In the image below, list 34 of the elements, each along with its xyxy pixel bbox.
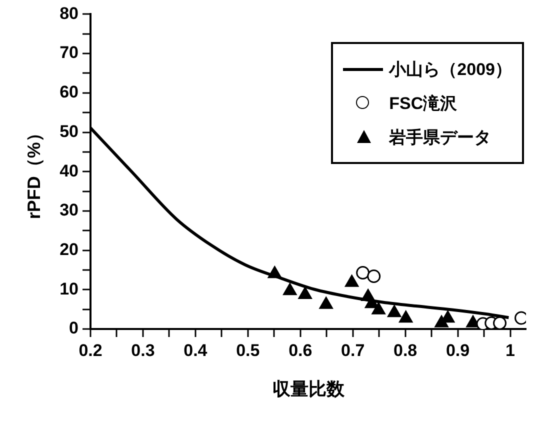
x-tick-label: 0.4	[184, 340, 208, 360]
x-tick-label: 0.3	[131, 340, 155, 360]
legend-label: 小山ら（2009）	[389, 58, 512, 81]
y-axis-title: rPFD（%）	[24, 124, 44, 220]
y-tick-label: 30	[60, 200, 79, 220]
point	[298, 287, 312, 300]
legend-label: 岩手県データ	[389, 126, 492, 149]
point	[319, 296, 333, 309]
point	[268, 266, 282, 278]
x-axis-title: 収量比数	[272, 379, 346, 400]
point	[399, 310, 413, 323]
y-tick-label: 60	[60, 82, 79, 102]
x-tick-label: 0.8	[394, 340, 418, 360]
x-tick-label: 0.2	[78, 340, 102, 360]
y-tick-label: 80	[60, 4, 79, 23]
point	[356, 266, 370, 280]
point	[372, 302, 386, 314]
point	[493, 316, 507, 329]
y-tick-label: 0	[69, 318, 79, 338]
x-tick-label: 0.9	[446, 340, 470, 360]
y-tick-label: 20	[60, 240, 79, 259]
y-tick-label: 50	[60, 122, 79, 141]
y-tick-label: 10	[60, 279, 79, 298]
x-tick-label: 0.5	[236, 340, 260, 360]
y-tick-label: 70	[60, 43, 79, 62]
x-tick-label: 0.6	[288, 340, 312, 360]
point	[344, 274, 359, 287]
point	[283, 283, 297, 296]
legend-label: FSC滝沢	[389, 92, 458, 115]
y-tick-label: 40	[60, 161, 79, 180]
x-tick-label: 0.7	[341, 340, 365, 360]
x-tick-label: 1	[506, 340, 515, 360]
point	[441, 310, 455, 323]
point	[387, 305, 402, 318]
